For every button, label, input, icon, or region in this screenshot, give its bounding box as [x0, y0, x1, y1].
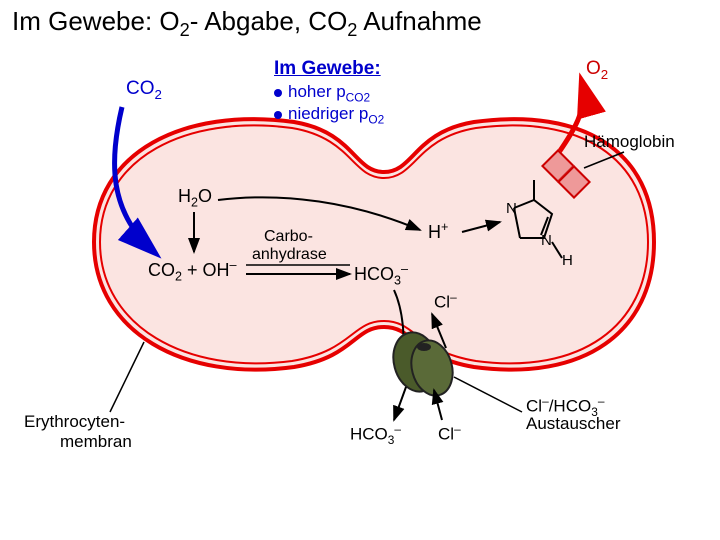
- bullet-icon: [274, 111, 282, 119]
- imidazole-n2: N: [541, 232, 552, 249]
- carbo-label: Carbo-: [264, 228, 313, 246]
- title-p2: - Abgabe, CO: [190, 6, 348, 36]
- title-s1: 2: [180, 20, 190, 40]
- imidazole-n1: N: [506, 200, 517, 217]
- bullet-1: hoher pCO2: [274, 82, 370, 104]
- diagram-container: Im Gewebe: hoher pCO2 niedriger pO2 CO2 …: [54, 52, 666, 492]
- hplus-label: H+: [428, 220, 448, 243]
- bullet-icon: [274, 89, 282, 97]
- title-p3: Aufnahme: [357, 6, 481, 36]
- section-heading: Im Gewebe:: [274, 58, 381, 80]
- exchanger-pointer: [454, 377, 522, 412]
- hco3-inner-label: HCO3–: [354, 262, 408, 288]
- bullet-2: niedriger pO2: [274, 104, 384, 126]
- imidazole-h: H: [562, 252, 573, 269]
- cl-inside-label: Cl–: [434, 290, 457, 313]
- page-title: Im Gewebe: O2- Abgabe, CO2 Aufnahme: [12, 6, 482, 41]
- cl-out-label: Cl–: [438, 422, 461, 445]
- co2-oh-label: CO2 + OH–: [148, 258, 237, 284]
- hco3-out-arrow: [394, 387, 406, 420]
- co2-label: CO2: [126, 78, 162, 102]
- cell-outer: [94, 119, 654, 369]
- title-s2: 2: [347, 20, 357, 40]
- anhydrase-label: anhydrase: [252, 246, 327, 264]
- hco3-out-label: HCO3–: [350, 422, 401, 447]
- title-p1: Im Gewebe: O: [12, 6, 180, 36]
- h2o-label: H2O: [178, 186, 212, 210]
- erythro-label-1: Erythrocyten-: [24, 412, 125, 432]
- hemoglobin-label: Hämoglobin: [584, 132, 675, 152]
- o2-label: O2: [586, 58, 608, 82]
- membrane-pointer: [110, 342, 144, 412]
- erythro-label-2: membran: [60, 432, 132, 452]
- austauscher-label: Austauscher: [526, 414, 621, 434]
